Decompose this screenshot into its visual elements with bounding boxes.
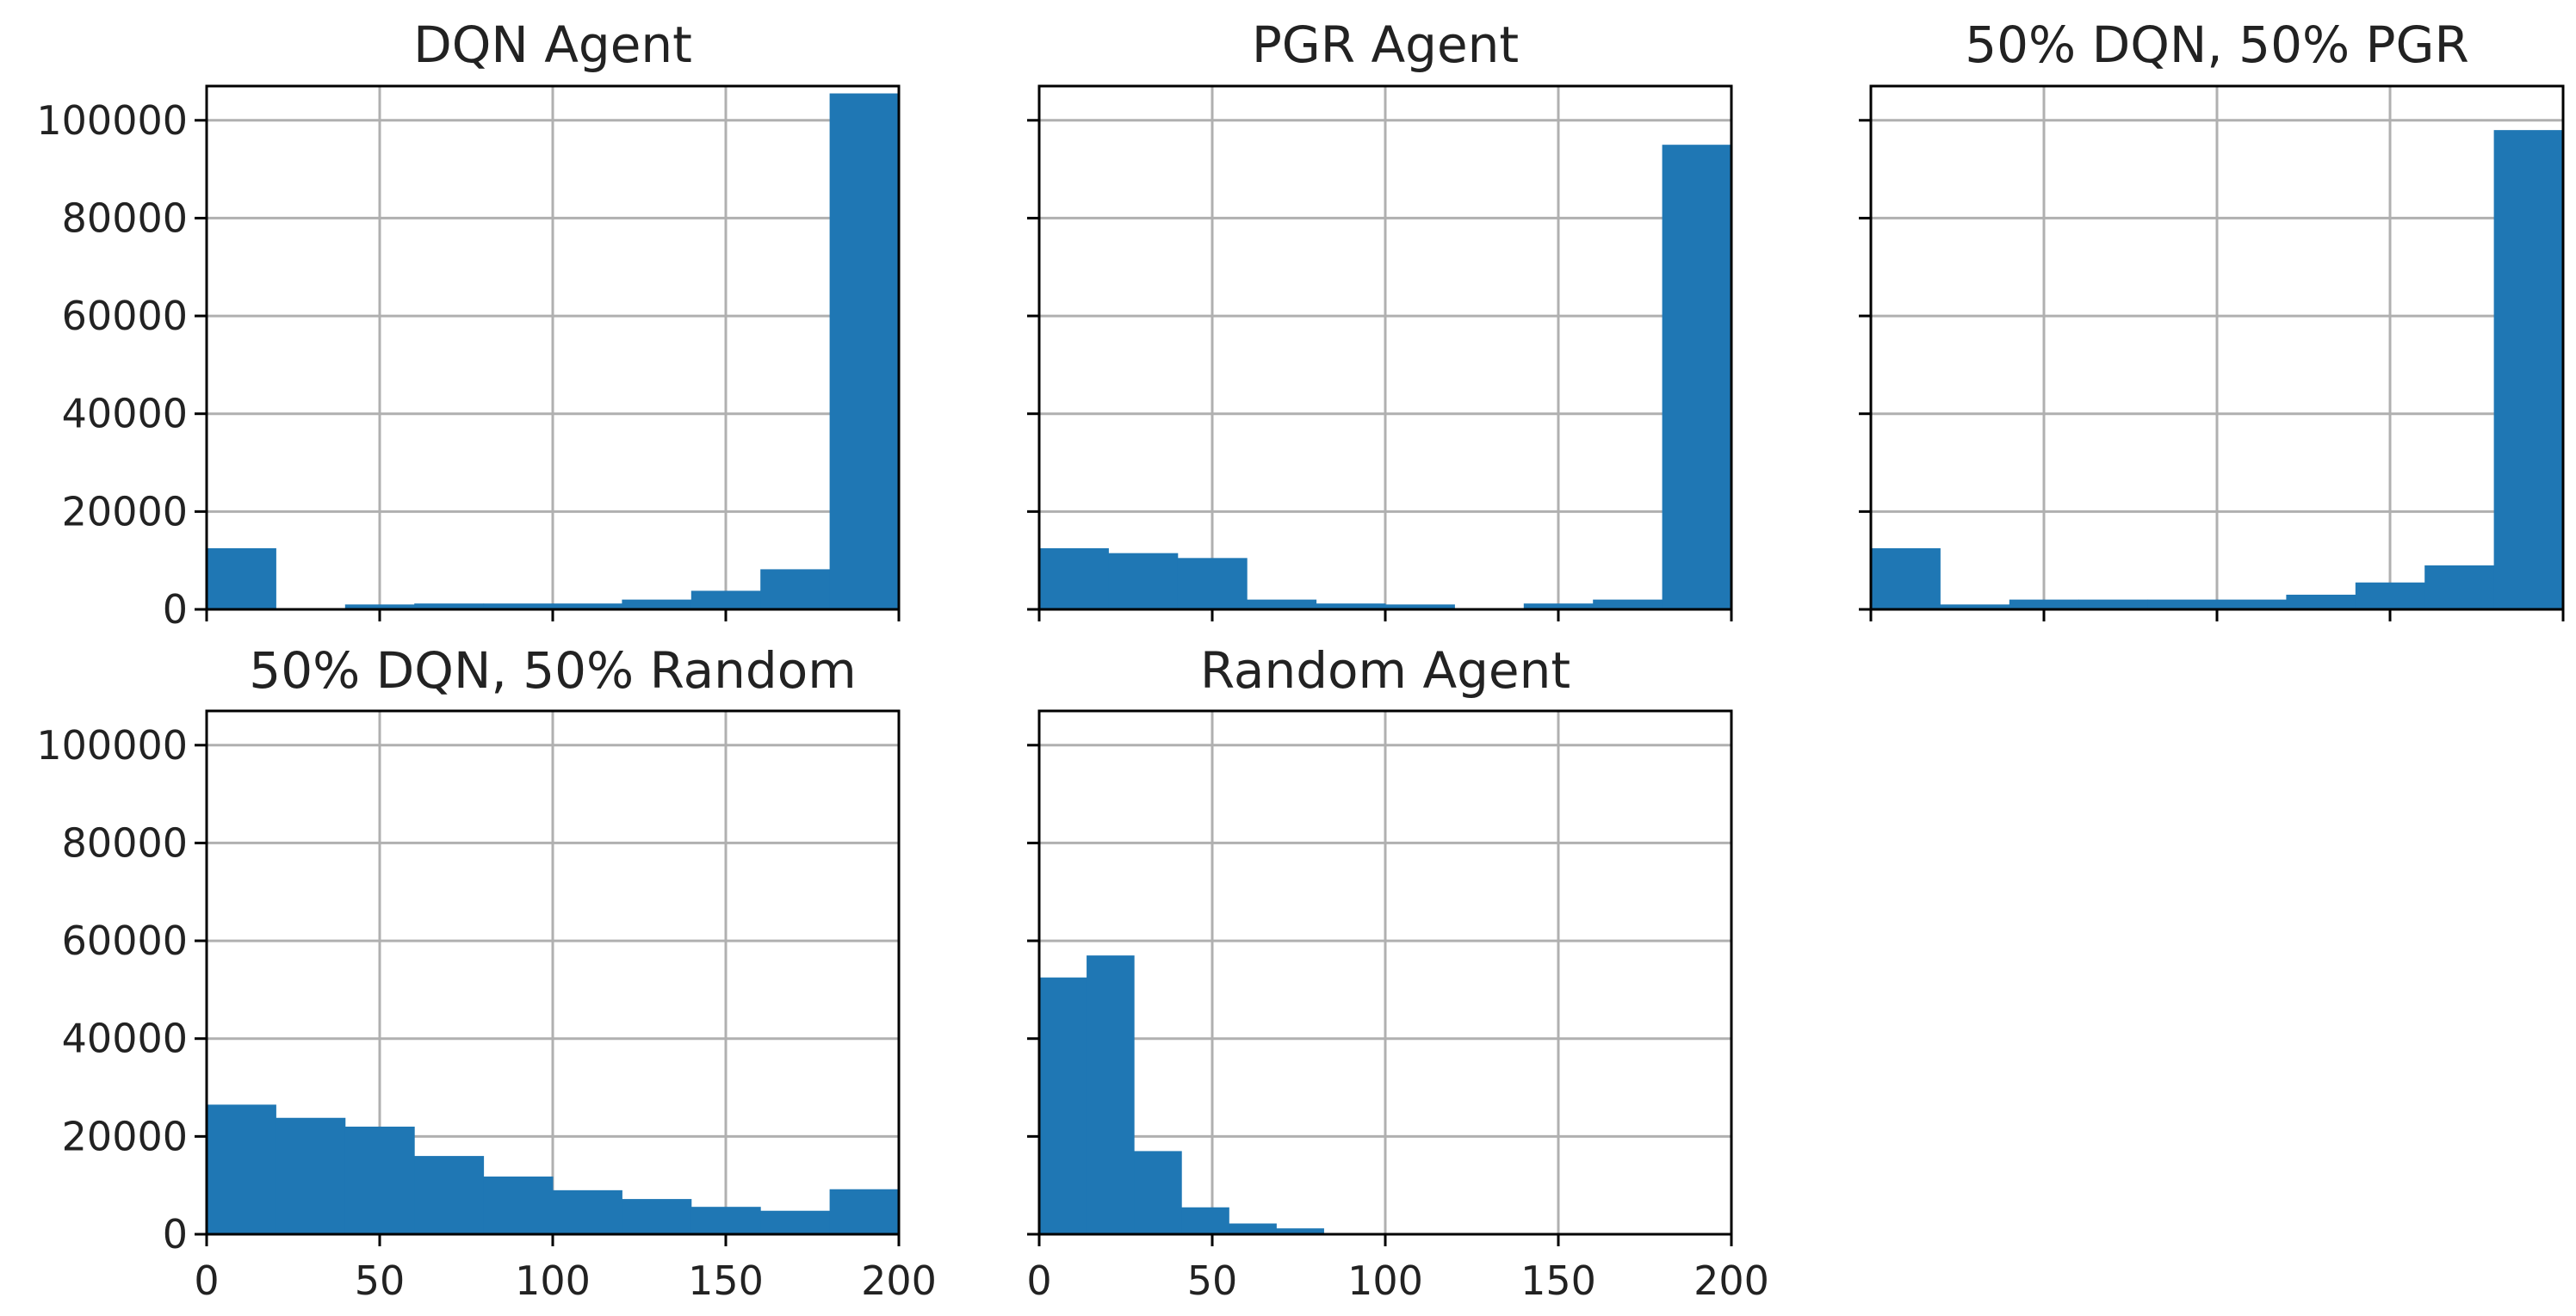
y-tick-label: 20000 (62, 488, 188, 534)
x-tick-label: 100 (515, 1257, 591, 1304)
x-tick-label: 50 (1187, 1257, 1238, 1304)
y-tick-label: 60000 (62, 917, 188, 964)
histogram-bar (690, 1207, 761, 1234)
histogram-bar (1039, 547, 1109, 609)
histogram-bar (1247, 599, 1317, 609)
histogram-bar (1593, 599, 1663, 609)
histogram-bar (760, 1210, 831, 1234)
histogram-bar (1662, 145, 1732, 610)
y-tick-label: 40000 (62, 1016, 188, 1062)
subplot-pgr-agent: PGR Agent (1027, 15, 1733, 621)
subplot-title: DQN Agent (413, 15, 692, 74)
y-tick-label: 100000 (36, 97, 188, 144)
histogram-bar (1276, 1228, 1324, 1234)
histogram-bar (2286, 594, 2356, 609)
subplot-dqn-agent: 0 20000 40000 60000 80000 100000 DQN Agent (36, 15, 901, 633)
histogram-bar (829, 1189, 900, 1234)
histogram-bar (1229, 1223, 1277, 1234)
y-tick-label: 80000 (62, 819, 188, 866)
subplot-title: 50% DQN, 50% PGR (1965, 15, 2469, 74)
histogram-bar (483, 1176, 554, 1234)
subplot-title: Random Agent (1200, 641, 1570, 700)
y-tick-label: 0 (163, 586, 188, 633)
histogram-bar (553, 603, 622, 609)
histogram-bar (829, 93, 900, 609)
subplot-dqn-random-mix: 0 20000 40000 60000 80000 100000 0 50 100 150 200 5… (36, 641, 937, 1304)
histogram-bar (2078, 599, 2149, 609)
histogram-bar (1385, 604, 1455, 609)
y-tick-label: 60000 (62, 293, 188, 339)
histogram-bar (1316, 603, 1386, 609)
x-tick-label: 150 (688, 1257, 764, 1304)
histogram-bar (414, 1156, 485, 1234)
histogram-bar (622, 599, 692, 609)
histogram-bar (344, 604, 415, 609)
y-tick-label: 0 (163, 1211, 188, 1257)
histogram-bar (207, 547, 276, 609)
histogram-bar (1940, 604, 2010, 609)
x-tick-label: 0 (1026, 1257, 1051, 1304)
x-tick-label: 150 (1520, 1257, 1596, 1304)
histogram-bar (2217, 599, 2287, 609)
histogram-bar (2424, 565, 2495, 609)
x-tick-label: 100 (1347, 1257, 1423, 1304)
histogram-bar (2147, 599, 2218, 609)
histogram-bar (1177, 558, 1248, 609)
x-tick-label: 200 (1694, 1257, 1769, 1304)
histogram-bar (1039, 977, 1087, 1234)
histogram-bar (2493, 130, 2564, 609)
histogram-bar (276, 1117, 346, 1234)
x-tick-label: 50 (355, 1257, 406, 1304)
y-tick-label: 100000 (36, 722, 188, 769)
subplot-dqn-pgr-mix: 50% DQN, 50% PGR (1859, 15, 2565, 621)
histogram-bar (207, 1104, 276, 1234)
histogram-bar (553, 1189, 622, 1234)
histogram-bar (1181, 1207, 1229, 1234)
histogram-bar (1108, 553, 1179, 609)
y-tick-label: 20000 (62, 1113, 188, 1159)
x-tick-label: 200 (861, 1257, 937, 1304)
histogram-bar (760, 569, 831, 609)
histogram-bar (1871, 547, 1941, 609)
subplot-title: 50% DQN, 50% Random (249, 641, 856, 700)
histogram-bar (622, 1199, 692, 1234)
histogram-bar (2355, 582, 2425, 609)
x-tick-label: 0 (194, 1257, 219, 1304)
y-tick-label: 40000 (62, 391, 188, 437)
subplot-random-agent: 0 50 100 150 200 Random Agent (1026, 641, 1769, 1304)
subplot-title: PGR Agent (1252, 15, 1519, 74)
histogram-bar (1523, 603, 1594, 609)
histogram-bar (344, 1126, 415, 1234)
histogram-bar (414, 603, 485, 609)
histogram-bar (1087, 955, 1135, 1234)
histogram-bar (1134, 1151, 1182, 1234)
histogram-bar (483, 603, 554, 609)
histogram-bar (690, 590, 761, 609)
y-tick-label: 80000 (62, 195, 188, 241)
histogram-bar (2009, 599, 2079, 609)
